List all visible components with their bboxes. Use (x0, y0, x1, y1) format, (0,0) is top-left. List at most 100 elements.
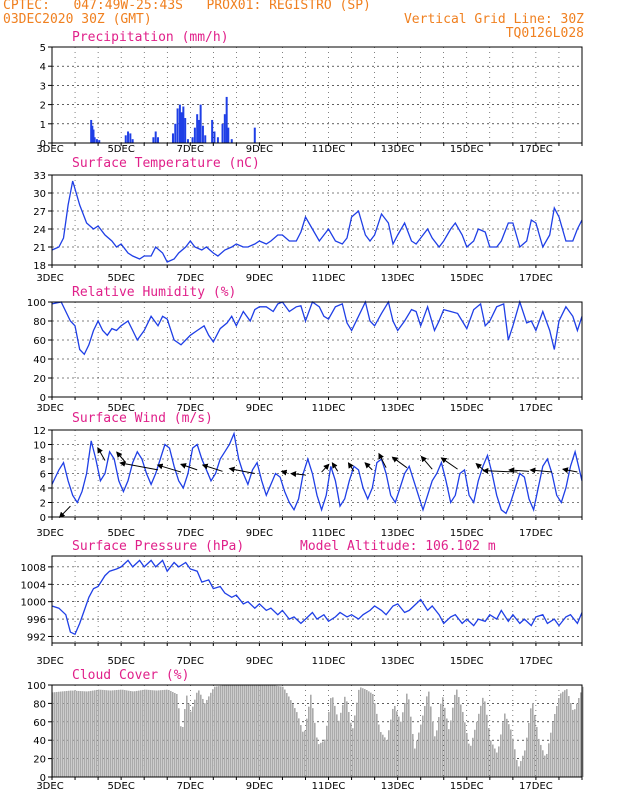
cloud-bar (406, 693, 408, 777)
x-tick-label: 7DEC (177, 144, 204, 155)
x-tick-label: 13DEC (381, 656, 415, 667)
cloud-bar (58, 691, 60, 777)
cloud-bar (578, 698, 580, 777)
cloud-bar (482, 697, 484, 777)
cloud-bar (152, 690, 154, 777)
cloud-bar (92, 690, 94, 777)
precip-bar (174, 123, 177, 143)
precip-bar (98, 140, 101, 143)
precip-bar (176, 108, 179, 143)
y-tick-label: 5 (40, 43, 46, 54)
cloud-bar (412, 733, 414, 777)
precip-bar (223, 114, 226, 143)
x-tick-label: 13DEC (381, 528, 415, 539)
cloud-bar (526, 737, 528, 777)
cloud-bar (408, 699, 410, 777)
cloud-bar (96, 689, 98, 777)
cloud-bar (174, 692, 176, 777)
precip-bar (253, 127, 256, 143)
x-tick-label: 11DEC (312, 273, 346, 284)
cloud-bar (338, 720, 340, 777)
cloud-bar (288, 696, 290, 777)
y-tick-label: 100 (27, 681, 46, 692)
x-tick-label: 7DEC (177, 781, 204, 792)
cloud-bar (100, 689, 102, 777)
cloud-bar (132, 691, 134, 777)
cloud-bar (98, 689, 100, 777)
cloud-bar (210, 692, 212, 777)
series-line (51, 431, 583, 515)
cloud-bar (308, 706, 310, 777)
cloud-bar (342, 704, 344, 777)
x-tick-label: 7DEC (177, 403, 204, 414)
cloud-bar (434, 736, 436, 777)
cloud-bar (222, 685, 224, 777)
x-tick-label: 3DEC (36, 781, 63, 792)
cloud-bar (260, 685, 262, 777)
cloud-bar (104, 690, 106, 777)
cloud-bar (166, 689, 168, 777)
cloud-bar (224, 685, 226, 777)
cloud-bar (190, 711, 192, 777)
cloud-bar (164, 689, 166, 777)
x-tick-label: 11DEC (312, 144, 346, 155)
cloud-bar (52, 692, 54, 777)
cloud-bar (242, 685, 244, 777)
y-tick-label: 4 (40, 484, 46, 495)
cloud-bar (332, 697, 334, 777)
wind-arrow (58, 505, 71, 519)
cloud-bar (570, 702, 572, 777)
cloud-bar (354, 715, 356, 777)
y-tick-label: 1008 (21, 563, 46, 574)
cloud-bar (432, 721, 434, 777)
cloud-bar (540, 744, 542, 777)
cloud-bar (262, 685, 264, 777)
cloud-bar (420, 724, 422, 777)
precip-bar (184, 118, 187, 143)
cloud-bar (292, 704, 294, 777)
y-tick-label: 1 (40, 120, 46, 131)
panel-1: Surface Temperature (nC) 18 21 24 27 30 33 3DEC… (33, 156, 583, 284)
y-tick-label: 21 (33, 243, 46, 254)
cloud-bar (268, 685, 270, 777)
precip-bar (204, 135, 207, 143)
precip-bar (227, 127, 230, 143)
cloud-bar (54, 692, 56, 777)
cloud-bar (452, 707, 454, 777)
precip-bar (131, 139, 134, 143)
cloud-bar (498, 746, 500, 777)
precip-bar (127, 131, 130, 143)
y-tick-label: 1000 (21, 598, 46, 609)
panel-frame (51, 174, 583, 266)
cloud-bar (352, 728, 354, 777)
cloud-bar (522, 755, 524, 777)
cloud-bar (146, 689, 148, 777)
y-tick-label: 2 (40, 499, 46, 510)
cloud-bar (272, 685, 274, 777)
cloud-bar (88, 691, 90, 777)
panel-title: Surface Pressure (hPa) (72, 539, 244, 554)
cloud-bar (180, 726, 182, 777)
cloud-bar (576, 703, 578, 777)
cloud-bar (416, 740, 418, 777)
precip-bar (211, 119, 214, 143)
cloud-bar (80, 691, 82, 777)
y-tick-label: 24 (33, 225, 46, 236)
x-tick-label: 5DEC (107, 144, 134, 155)
x-tick-label: 7DEC (177, 528, 204, 539)
cloud-bar (206, 699, 208, 777)
x-tick-label: 5DEC (107, 403, 134, 414)
cloud-bar (488, 728, 490, 777)
x-tick-label: 17DEC (519, 528, 553, 539)
precip-bar (221, 123, 224, 143)
x-tick-label: 13DEC (381, 273, 415, 284)
cloud-bar (350, 722, 352, 777)
cloud-bar (384, 737, 386, 777)
wind-arrow (156, 463, 182, 473)
cloud-bar (320, 742, 322, 777)
cloud-bar (514, 749, 516, 777)
cloud-bar (436, 730, 438, 777)
cloud-bar (422, 715, 424, 777)
cloud-bar (388, 730, 390, 777)
precip-bar (198, 119, 201, 143)
